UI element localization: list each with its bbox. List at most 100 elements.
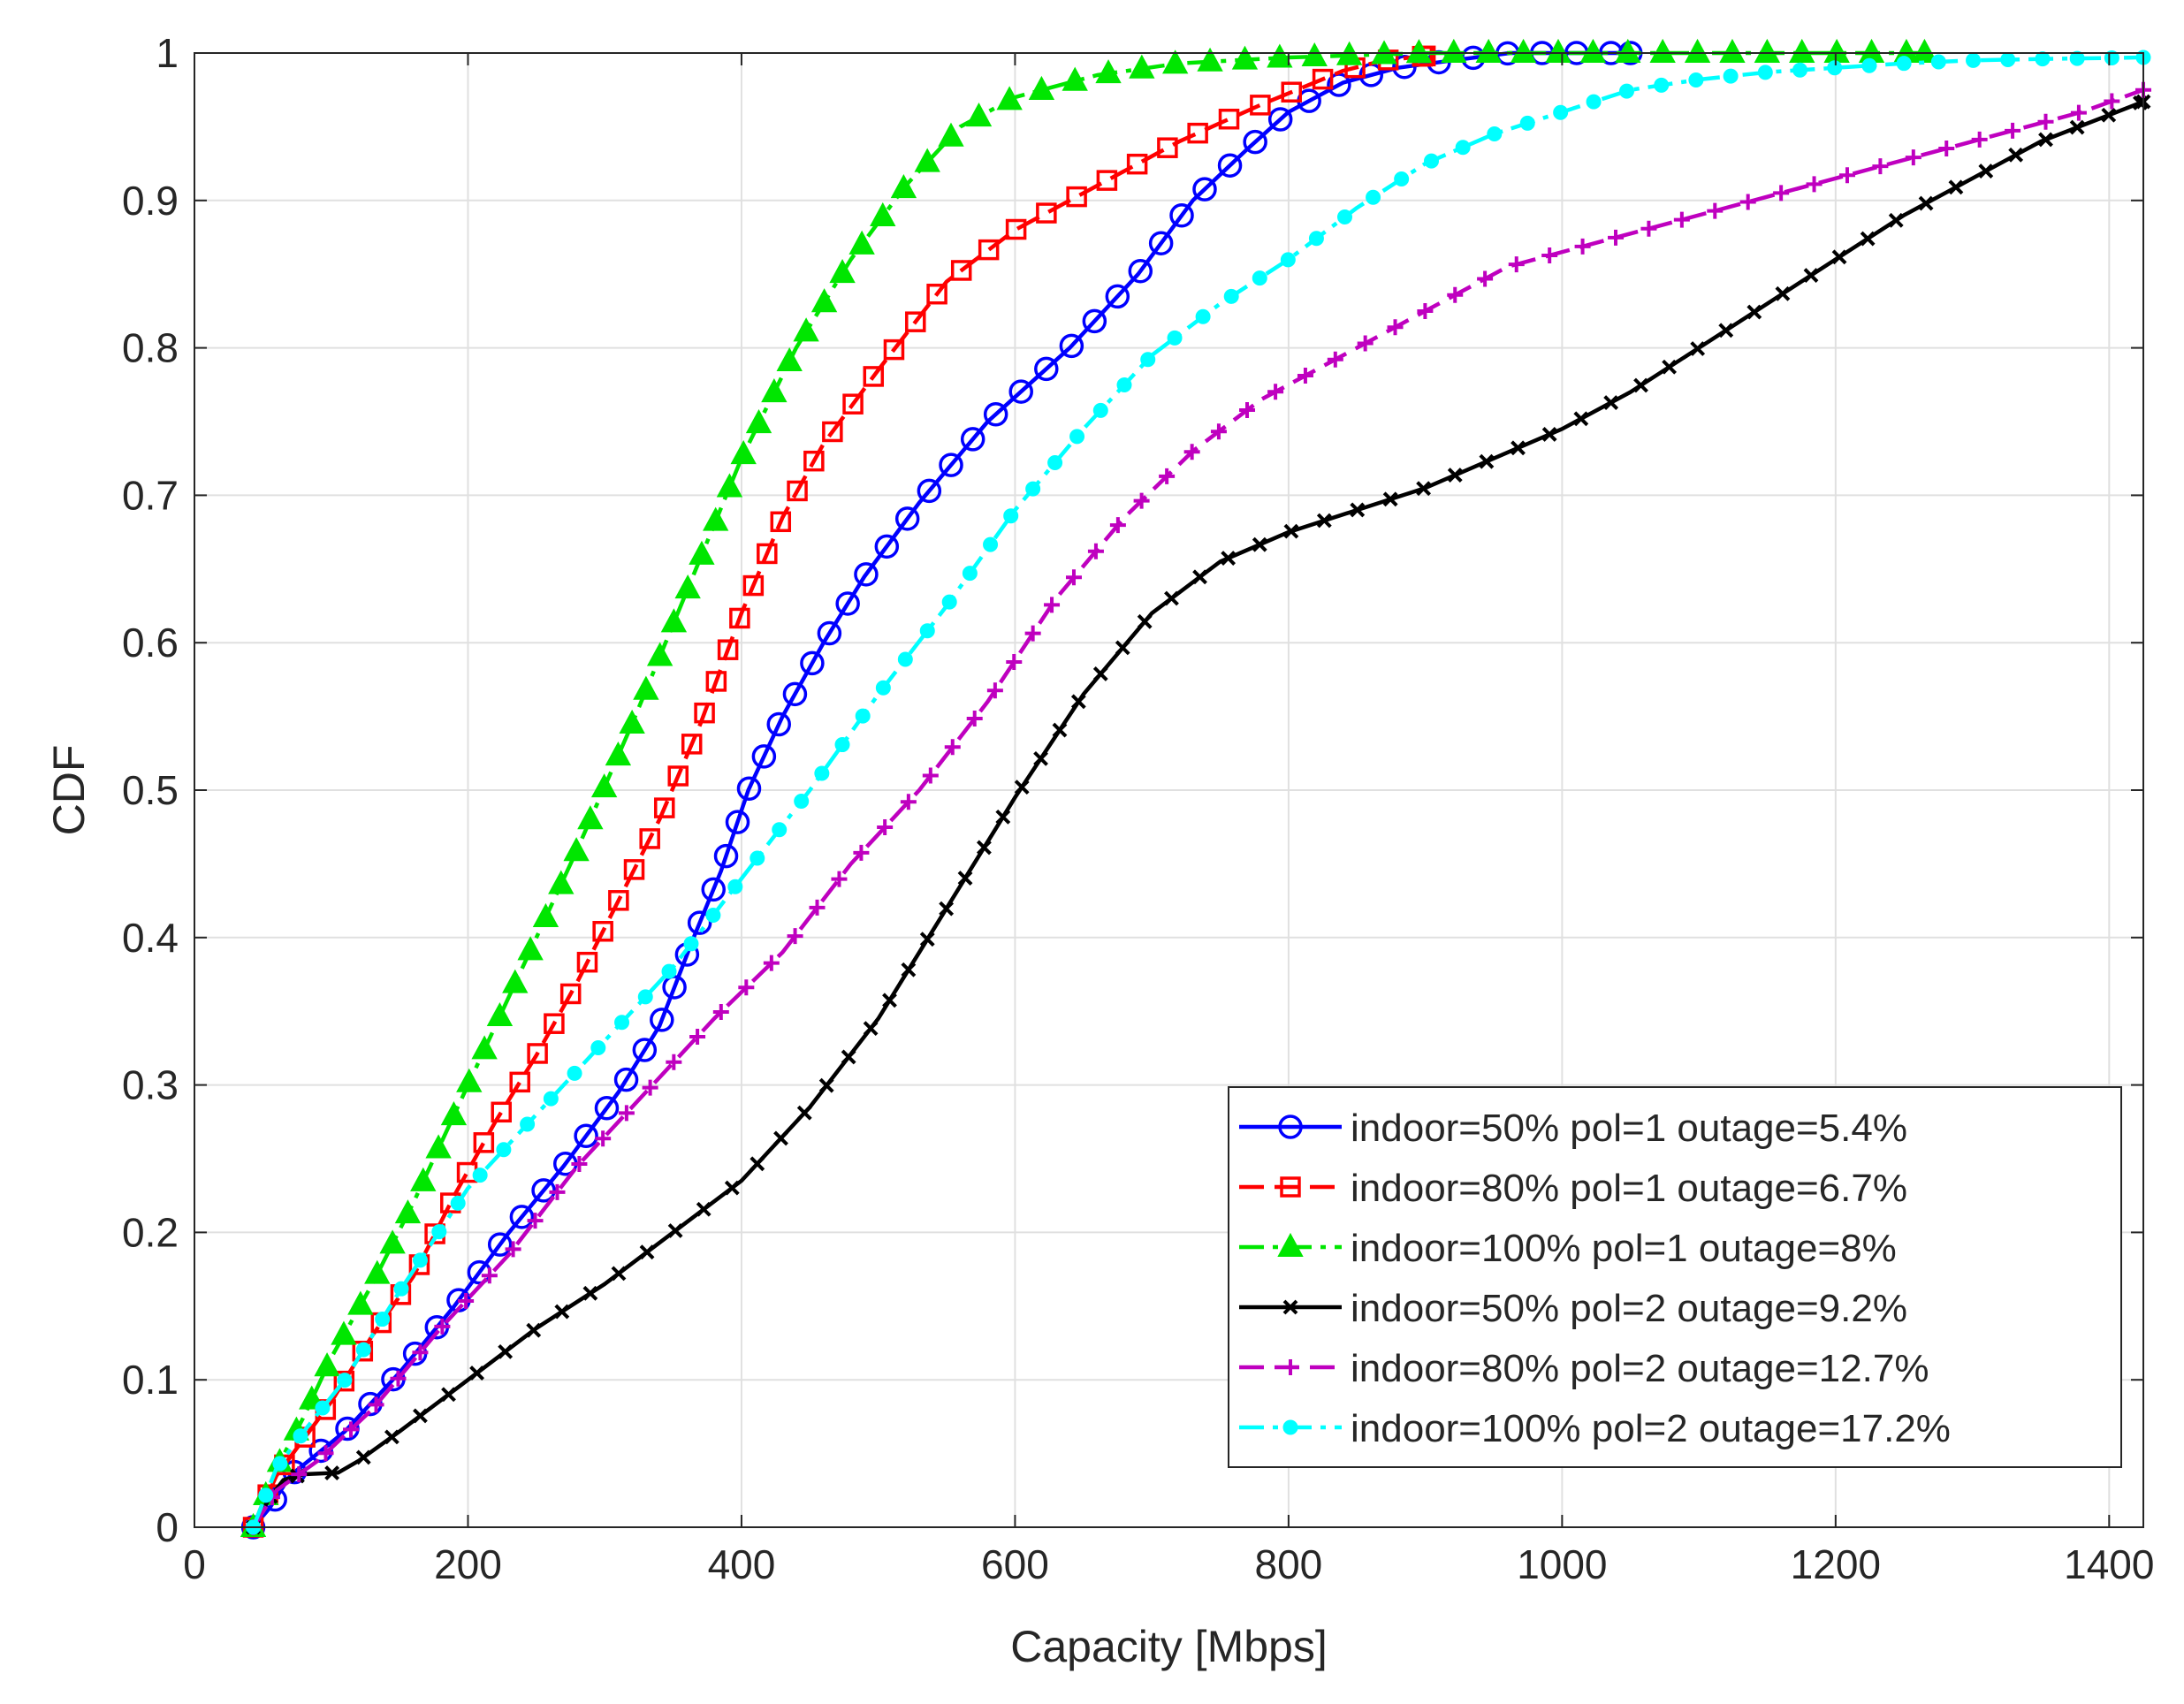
series-marker bbox=[689, 1028, 706, 1045]
legend-marker bbox=[1282, 1299, 1298, 1315]
series-marker bbox=[883, 339, 905, 361]
series-marker bbox=[696, 1201, 712, 1217]
series-marker bbox=[639, 1244, 655, 1260]
series-marker bbox=[1930, 54, 1946, 70]
series-marker bbox=[1739, 194, 1756, 210]
series-marker bbox=[919, 623, 935, 639]
series-marker bbox=[1297, 368, 1313, 384]
series-marker bbox=[761, 377, 788, 403]
series-marker bbox=[1662, 359, 1678, 375]
series-marker bbox=[863, 366, 885, 387]
series-marker bbox=[1789, 38, 1815, 63]
series-marker bbox=[1477, 270, 1494, 287]
series-marker bbox=[1033, 750, 1048, 766]
series-marker bbox=[1633, 377, 1648, 393]
series-marker bbox=[331, 1320, 357, 1345]
series-marker bbox=[996, 86, 1023, 110]
series-marker bbox=[1197, 47, 1223, 72]
series-marker bbox=[571, 1156, 588, 1173]
legend-item: indoor=50% pol=2 outage=9.2% bbox=[1239, 1287, 1907, 1330]
series-marker bbox=[900, 794, 917, 810]
series-marker bbox=[796, 1105, 812, 1121]
series-marker bbox=[1105, 284, 1130, 309]
series-marker bbox=[1192, 177, 1217, 202]
legend-item: indoor=50% pol=1 outage=5.4% bbox=[1239, 1107, 1907, 1150]
series-marker bbox=[1059, 333, 1084, 359]
series-marker bbox=[841, 1049, 856, 1065]
series-marker bbox=[1479, 453, 1495, 469]
y-tick-label: 0.2 bbox=[122, 1209, 179, 1255]
series-marker bbox=[870, 202, 896, 226]
series-marker bbox=[1519, 115, 1535, 131]
series-marker bbox=[1187, 122, 1208, 144]
legend-item: indoor=80% pol=2 outage=12.7% bbox=[1239, 1347, 1929, 1390]
series-marker bbox=[308, 1438, 333, 1464]
series-marker bbox=[694, 702, 715, 724]
series-marker bbox=[822, 421, 843, 443]
series-marker bbox=[986, 682, 1003, 699]
series-marker bbox=[1911, 38, 1938, 63]
series-marker bbox=[1036, 202, 1057, 224]
series-marker bbox=[1096, 170, 1118, 191]
y-tick-label: 1 bbox=[156, 30, 179, 76]
series-marker bbox=[1169, 202, 1194, 228]
series-marker bbox=[1574, 238, 1591, 255]
series-marker bbox=[450, 1195, 466, 1211]
y-tick-label: 0.4 bbox=[122, 915, 179, 961]
legend: indoor=50% pol=1 outage=5.4% indoor=80% p… bbox=[1228, 1086, 2122, 1468]
series-marker bbox=[1025, 481, 1041, 497]
series-marker bbox=[1806, 176, 1823, 193]
series-marker bbox=[412, 1344, 429, 1361]
series-marker bbox=[2069, 50, 2085, 66]
series-marker bbox=[1803, 268, 1819, 283]
series-marker bbox=[727, 879, 743, 894]
series-marker bbox=[532, 902, 559, 927]
series-marker bbox=[1115, 640, 1130, 656]
series-marker bbox=[1357, 335, 1374, 352]
series-marker bbox=[520, 1116, 536, 1132]
series-marker bbox=[773, 1130, 788, 1146]
series-marker bbox=[487, 1232, 513, 1257]
series-marker bbox=[619, 709, 645, 734]
series-marker bbox=[1618, 83, 1634, 99]
series-marker bbox=[681, 734, 703, 755]
series-marker bbox=[473, 1132, 495, 1153]
series-marker bbox=[667, 765, 689, 787]
series-marker bbox=[1109, 517, 1126, 534]
series-marker bbox=[1688, 72, 1704, 88]
series-marker bbox=[456, 1068, 483, 1092]
series-line bbox=[251, 50, 1925, 1528]
series-marker bbox=[2005, 122, 2021, 139]
series-marker bbox=[1003, 508, 1019, 524]
series-marker bbox=[390, 1370, 407, 1387]
series-marker bbox=[554, 1304, 570, 1320]
series-marker bbox=[794, 793, 810, 809]
series-marker bbox=[425, 1134, 452, 1159]
series-marker bbox=[1719, 38, 1746, 63]
series-marker bbox=[2008, 147, 2024, 163]
legend-label: indoor=50% pol=1 outage=5.4% bbox=[1351, 1107, 1907, 1150]
series-marker bbox=[563, 837, 590, 862]
series-marker bbox=[1545, 38, 1571, 63]
series-marker bbox=[941, 594, 957, 610]
series-marker bbox=[592, 920, 613, 942]
x-tick-label: 200 bbox=[434, 1541, 502, 1587]
series-marker bbox=[713, 843, 739, 869]
series-marker bbox=[2037, 113, 2054, 130]
legend-item: indoor=80% pol=1 outage=6.7% bbox=[1239, 1167, 1907, 1210]
series-marker bbox=[922, 767, 939, 784]
series-marker bbox=[1424, 153, 1440, 169]
series-marker bbox=[2038, 132, 2053, 148]
series-marker bbox=[894, 506, 920, 531]
series-marker bbox=[1116, 377, 1132, 393]
series-marker bbox=[509, 1071, 530, 1093]
series-marker bbox=[1603, 395, 1619, 410]
series-marker bbox=[1838, 167, 1855, 184]
series-marker bbox=[1366, 189, 1381, 205]
legend-label: indoor=80% pol=2 outage=12.7% bbox=[1351, 1347, 1929, 1390]
series-marker bbox=[703, 506, 729, 531]
series-marker bbox=[1047, 455, 1063, 471]
series-marker bbox=[2104, 93, 2120, 110]
series-marker bbox=[1087, 543, 1104, 559]
series-marker bbox=[1508, 256, 1525, 273]
